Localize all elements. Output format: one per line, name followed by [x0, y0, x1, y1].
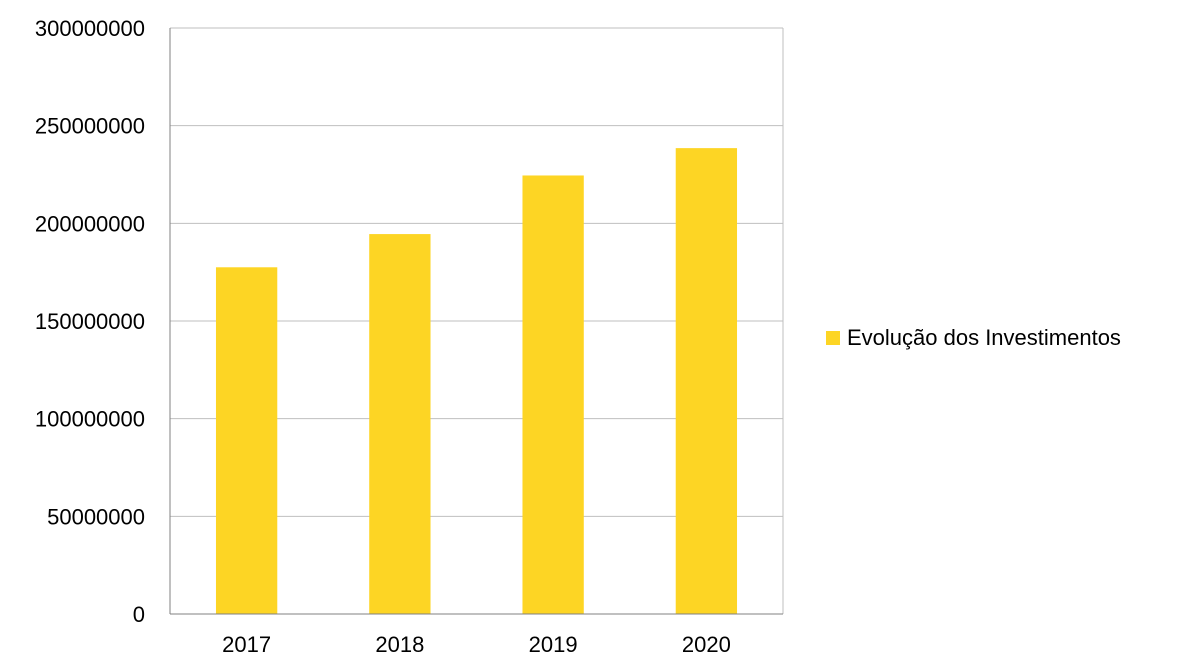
legend-swatch	[826, 331, 840, 345]
y-tick-label: 200000000	[35, 211, 145, 236]
bar-2017	[215, 267, 278, 614]
y-tick-label: 250000000	[35, 114, 145, 139]
legend: Evolução dos Investimentos	[826, 325, 1121, 350]
x-tick-label: 2018	[375, 632, 424, 657]
legend-label: Evolução dos Investimentos	[847, 325, 1121, 350]
bar-2019	[522, 175, 584, 614]
bar-2018	[369, 234, 431, 614]
y-tick-label: 100000000	[35, 407, 145, 432]
y-tick-label: 0	[133, 602, 145, 627]
x-tick-label: 2020	[682, 632, 731, 657]
y-tick-labels: 0 50000000 100000000 150000000 200000000 2500…	[35, 16, 145, 627]
bar-2020	[675, 148, 738, 614]
y-tick-label: 50000000	[47, 504, 145, 529]
bars	[215, 148, 738, 614]
y-tick-label: 150000000	[35, 309, 145, 334]
x-tick-label: 2019	[529, 632, 578, 657]
x-tick-label: 2017	[222, 632, 271, 657]
axes	[169, 28, 784, 615]
y-tick-label: 300000000	[35, 16, 145, 41]
x-tick-labels: 2017 2018 2019 2020	[222, 632, 731, 657]
